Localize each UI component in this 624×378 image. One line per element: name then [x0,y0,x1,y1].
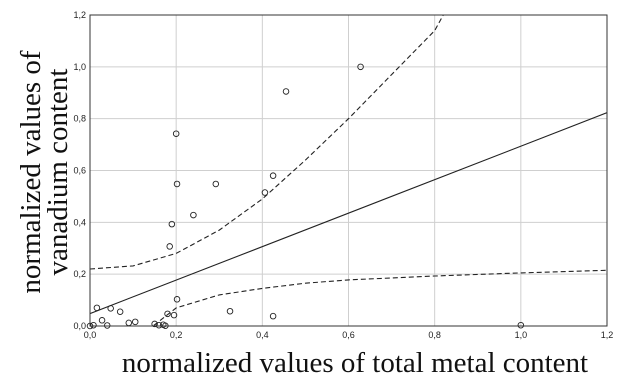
data-point [168,220,176,228]
data-point [151,320,158,328]
y-tick-label: 1,2 [73,10,86,20]
x-tick-label: 1,2 [601,330,614,340]
plot-frame [89,14,608,327]
data-point [98,317,106,324]
x-axis-title: normalized values of total metal content [122,347,588,378]
data-point [103,322,111,329]
x-tick-label: 0,0 [84,330,97,340]
data-point [155,321,163,329]
data-point [269,312,277,320]
data-point [269,172,277,179]
data-point [93,304,101,312]
data-point [282,88,290,95]
data-point [164,310,171,318]
x-tick-label: 0,6 [342,330,355,340]
data-point [107,305,114,312]
y-axis-title-line-2: vanadium content [42,69,74,276]
tick-labels: 0,0 0,2 0,4 0,6 0,8 1,0 1,2 0,0 0,2 0,4 0,6 0,8 1,0 1… [73,10,613,340]
data-point [226,307,234,315]
data-point [125,319,133,327]
regression-line [90,112,607,315]
fit-curves [90,15,607,326]
data-point [90,321,97,329]
data-point [261,189,269,196]
confidence-band-upper [90,15,444,270]
y-tick-label: 0,0 [73,321,86,331]
data-point [173,180,181,188]
x-tick-label: 0,2 [170,330,183,340]
data-point [212,180,220,188]
data-point [116,308,124,315]
x-tick-label: 0,4 [256,330,269,340]
data-point [172,130,180,137]
x-tick-label: 1,0 [515,330,528,340]
y-tick-label: 0,4 [73,217,86,227]
y-tick-label: 0,2 [73,269,86,279]
y-axis-title-line-1: normalized values of [15,50,47,294]
confidence-band-lower [152,269,607,326]
data-point [170,311,178,319]
y-axis-title: normalized values ofvanadium content [15,50,74,294]
data-point [131,318,139,326]
data-point [517,321,525,329]
y-tick-label: 0,6 [73,166,86,176]
y-tick-label: 0,8 [73,114,86,124]
data-point [190,211,197,219]
data-point [166,243,173,250]
x-tick-label: 0,8 [428,330,441,340]
y-tick-label: 1,0 [73,62,86,72]
data-point [173,296,181,303]
data-point [357,63,364,71]
